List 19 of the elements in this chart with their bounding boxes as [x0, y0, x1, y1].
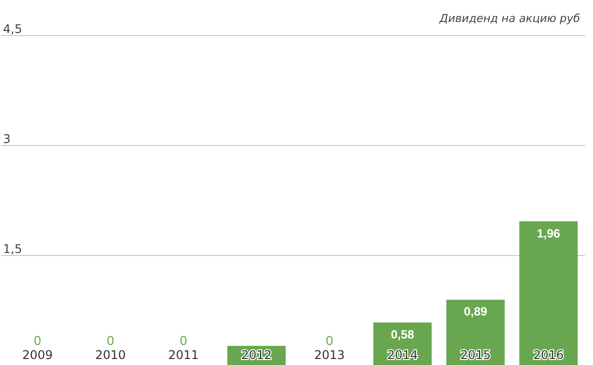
x-tick-label: 2011	[168, 348, 199, 362]
x-tick-label: 2015	[460, 348, 491, 362]
y-tick-label: 4,5	[3, 22, 22, 36]
chart-title: Дивиденд на акцию руб	[438, 12, 580, 25]
x-tick-label: 2016	[533, 348, 564, 362]
data-label: 0	[326, 333, 334, 348]
data-label: 0,58	[390, 327, 414, 342]
x-tick-label: 2009	[22, 348, 53, 362]
data-label: 0,89	[464, 304, 488, 319]
data-label: 0	[180, 333, 188, 348]
data-label: 0	[106, 333, 114, 348]
data-label: 1,96	[536, 226, 560, 240]
x-tick-label: 2010	[95, 348, 126, 362]
x-tick-label: 2012	[241, 348, 272, 362]
y-tick-label: 3	[3, 132, 11, 146]
x-tick-label: 2013	[314, 348, 345, 362]
y-tick-label: 1,5	[3, 242, 22, 256]
x-tick-label: 2014	[387, 348, 418, 362]
data-label: 0	[34, 333, 42, 348]
